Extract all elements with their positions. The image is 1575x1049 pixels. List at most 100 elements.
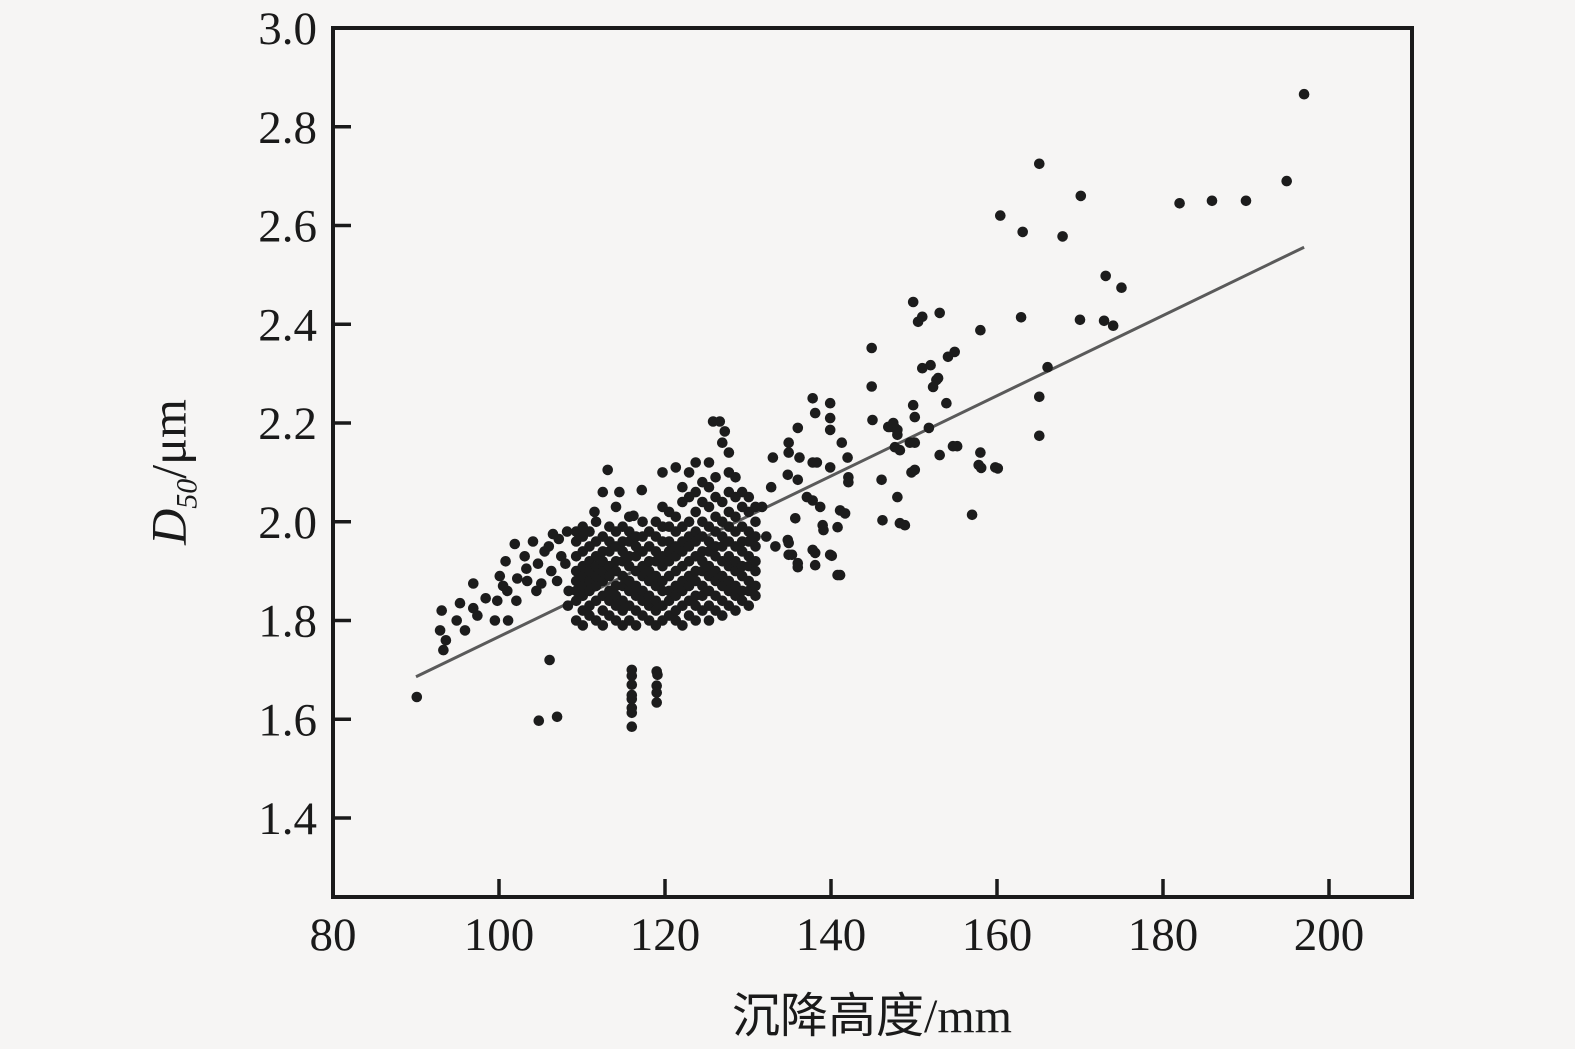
data-point [614,486,625,498]
data-point [710,472,721,483]
data-point [626,693,638,705]
data-point [909,411,921,423]
data-point [454,597,466,609]
data-point [1074,314,1086,326]
data-point [472,610,483,621]
data-point [670,511,682,523]
data-point [966,509,978,521]
data-point [750,541,761,552]
data-point [756,501,768,513]
data-point [551,711,563,723]
data-point [451,615,463,626]
data-point [489,615,501,626]
data-point [1281,175,1292,187]
data-point [1240,195,1252,207]
data-point [521,575,533,587]
data-point [637,516,648,528]
data-point [703,615,715,626]
data-point [651,697,662,708]
data-point [527,536,539,547]
data-point [866,342,877,354]
data-point [480,593,492,604]
y-tick-label: 2.0 [258,497,317,549]
data-point [807,495,818,506]
data-point [597,486,609,498]
data-point [597,620,609,631]
data-point [677,620,688,631]
data-point [824,412,836,424]
data-point [792,561,804,573]
data-point [767,452,779,463]
data-point [765,481,777,493]
y-tick-label: 1.4 [258,793,317,845]
data-point [782,469,794,481]
data-point [941,397,952,409]
data-point [770,541,781,552]
data-point [877,515,888,526]
data-point [651,687,662,698]
data-point [1174,198,1185,209]
data-point [750,556,761,567]
data-point [907,296,919,308]
data-point [502,585,513,597]
data-point [824,397,836,409]
data-point [703,481,715,493]
data-point [683,516,695,528]
data-point [1034,158,1045,170]
data-point [975,447,986,458]
data-point [1015,312,1027,323]
data-point [899,519,911,531]
data-point [951,440,963,452]
data-point [909,464,921,476]
data-point [434,625,446,636]
data-point [436,605,448,616]
data-point [590,516,602,528]
data-point [521,563,532,574]
data-point [867,414,878,426]
data-point [533,715,545,726]
x-tick-label: 100 [464,909,535,961]
data-point [589,506,600,518]
data-point [717,496,728,508]
data-point [792,474,804,486]
data-point [440,635,452,646]
data-point [730,472,741,483]
data-point [551,575,563,587]
y-tick-label: 3.0 [258,3,317,55]
y-tick-label: 1.6 [258,694,317,746]
x-tick-label: 80 [310,909,357,961]
data-point [1098,315,1110,327]
x-tick-label: 200 [1294,909,1365,961]
data-point [546,565,557,577]
data-point [917,311,928,323]
data-point [866,381,877,392]
data-point [602,464,613,476]
data-point [703,457,715,468]
trend-line [415,245,1305,679]
data-point [584,526,595,537]
data-point [1075,190,1087,202]
data-point [1057,231,1068,242]
data-point [630,620,642,631]
data-point [824,424,836,436]
data-point [907,399,919,411]
data-point [876,474,887,486]
data-point [975,462,987,474]
data-point [562,600,574,611]
data-point [834,569,846,581]
data-point [1206,195,1218,207]
data-point [577,620,589,631]
data-point [511,595,522,607]
data-point [677,481,688,493]
data-point [1298,88,1310,100]
data-point [690,457,701,468]
data-point [842,452,853,463]
data-point [468,578,479,589]
data-point [553,533,565,545]
data-point [494,570,506,582]
data-point [975,324,986,336]
data-point [657,467,668,478]
y-tick-label: 2.6 [258,201,317,253]
data-point [717,437,728,449]
data-point [917,362,928,374]
